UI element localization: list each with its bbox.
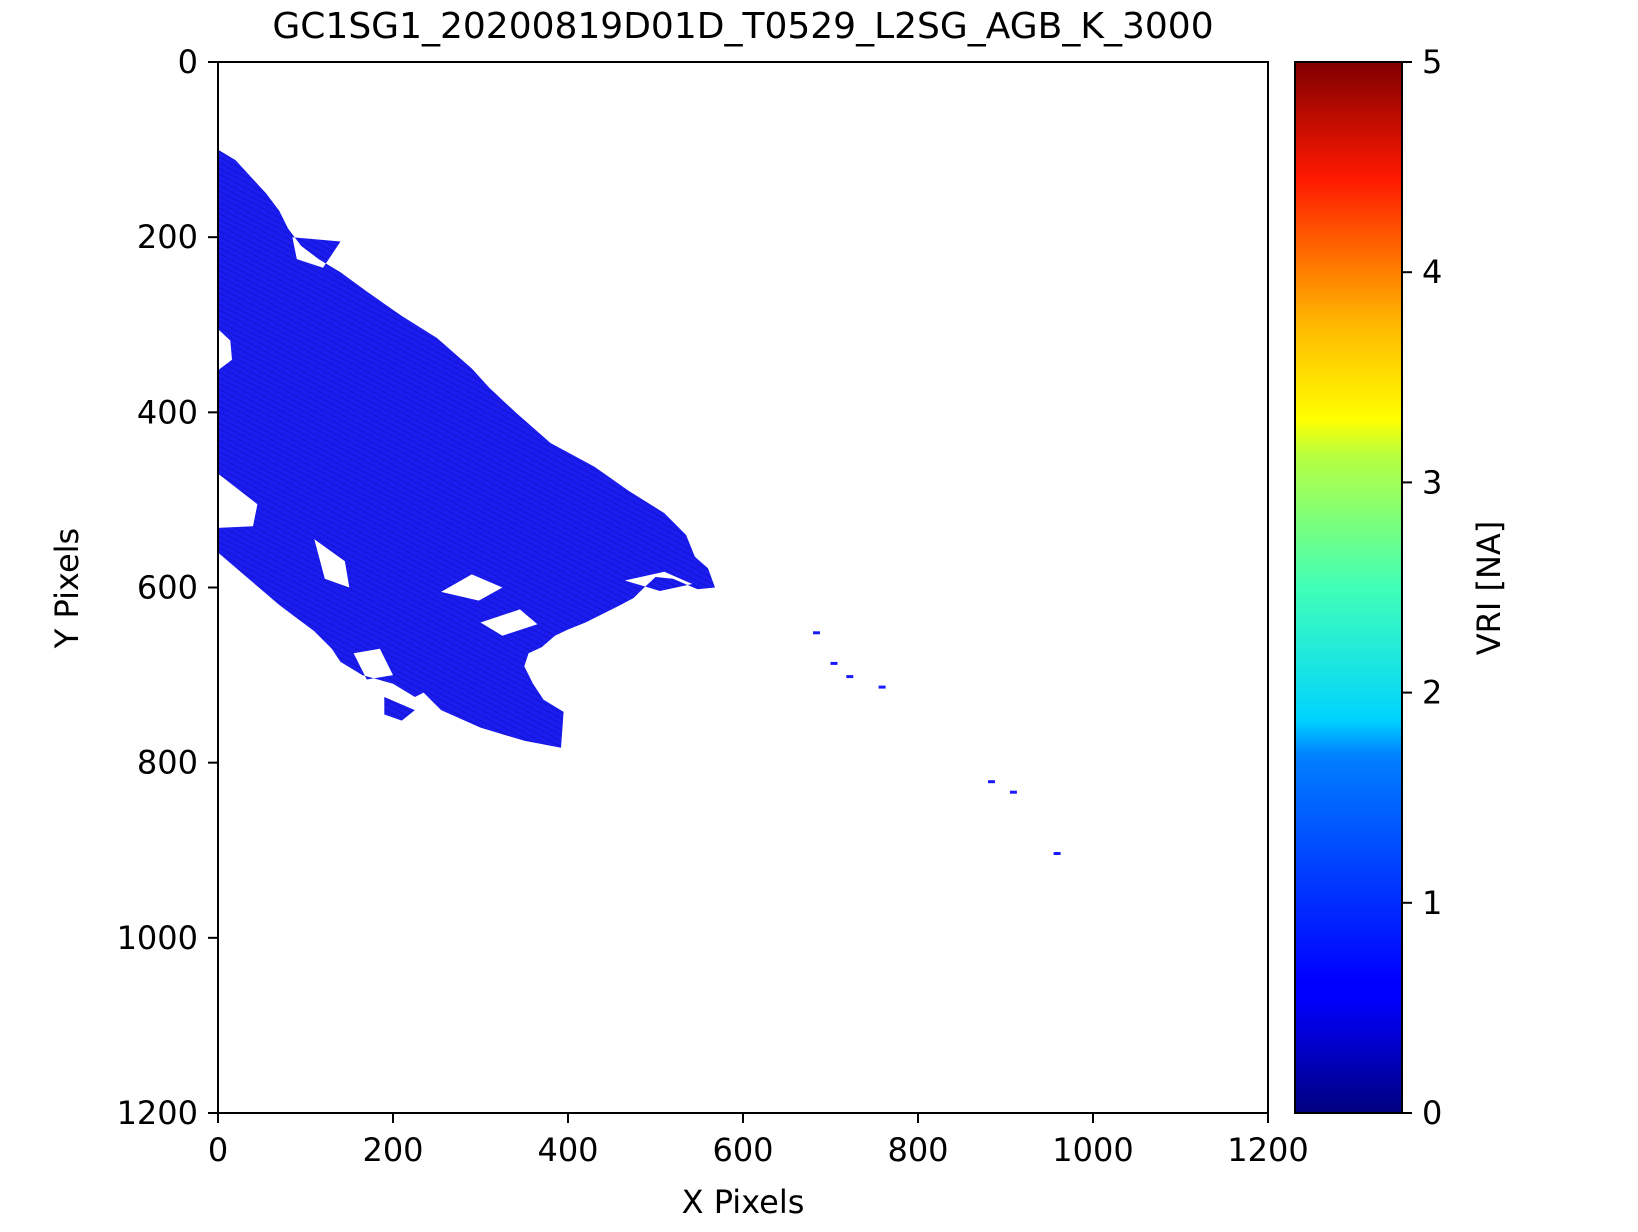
data-speck [988,780,995,784]
y-tick-label: 400 [137,393,198,431]
x-axis-label: X Pixels [682,1183,805,1221]
x-tick-label: 600 [712,1131,773,1169]
colorbar-tick-label: 3 [1422,463,1442,501]
x-tick-label: 1000 [1052,1131,1133,1169]
data-speck [813,631,820,635]
y-tick-label: 0 [178,43,198,81]
data-speck [830,661,838,665]
y-tick-label: 1000 [117,919,198,957]
data-speck [1053,852,1061,855]
data-speck [878,685,886,689]
y-axis: 0 200 400 600 800 1000 1200 [117,43,218,1132]
colorbar-tick-label: 4 [1422,253,1442,291]
y-tick-label: 800 [137,744,198,782]
colorbar-tick-label: 0 [1422,1094,1442,1132]
plot-area [217,61,1269,1114]
data-swath [218,149,715,748]
data-speck [1009,790,1017,794]
data-speck [846,675,854,679]
colorbar-ticks: 0 1 2 3 4 5 [1402,43,1442,1132]
heatmap-image [218,149,1061,855]
x-tick-label: 800 [887,1131,948,1169]
colorbar-tick-label: 2 [1422,674,1442,712]
x-axis: 0 200 400 600 800 1000 1200 [208,1113,1309,1169]
x-tick-label: 1200 [1227,1131,1308,1169]
chart-title: GC1SG1_20200819D01D_T0529_L2SG_AGB_K_300… [272,6,1213,47]
colorbar-tick-label: 5 [1422,43,1442,81]
y-tick-label: 1200 [117,1094,198,1132]
y-tick-label: 600 [137,569,198,607]
y-tick-label: 200 [137,218,198,256]
colorbar-gradient [1294,61,1403,1114]
x-tick-label: 200 [362,1131,423,1169]
y-axis-label: Y Pixels [48,528,86,649]
colorbar-label: VRI [NA] [1470,521,1508,656]
x-tick-label: 400 [537,1131,598,1169]
colorbar: 0 1 2 3 4 5 VRI [NA] [1294,43,1508,1132]
x-tick-label: 0 [208,1131,228,1169]
colorbar-tick-label: 1 [1422,884,1442,922]
